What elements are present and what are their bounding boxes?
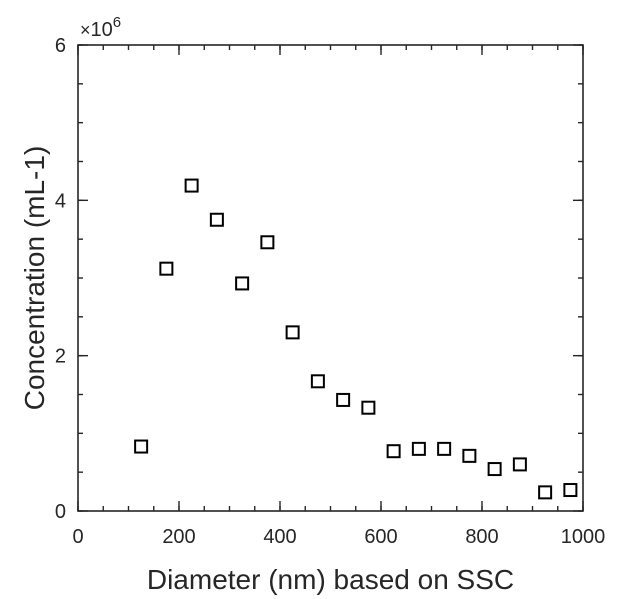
data-point — [411, 441, 426, 456]
plot-frame — [77, 44, 584, 512]
data-point — [184, 178, 199, 193]
data-point — [487, 462, 502, 477]
data-point — [462, 448, 477, 463]
x-tick-label: 200 — [162, 526, 195, 548]
x-tick-label: 600 — [364, 526, 397, 548]
y-tick-label: 6 — [55, 35, 66, 57]
data-point — [336, 392, 351, 407]
data-point — [437, 441, 452, 456]
x-axis-label: Diameter (nm) based on SSC — [147, 564, 514, 595]
y-exponent-base: 10 — [91, 19, 113, 41]
y-axis-label: Concentration (mL-1) — [19, 146, 50, 411]
x-tick-label: 800 — [465, 526, 498, 548]
data-point — [386, 444, 401, 459]
y-tick-label: 0 — [55, 501, 66, 523]
x-tick-label: 400 — [263, 526, 296, 548]
data-point — [512, 457, 527, 472]
data-point — [235, 276, 250, 291]
data-point — [159, 261, 174, 276]
data-point — [285, 325, 300, 340]
data-point — [209, 212, 224, 227]
minor-ticks — [77, 44, 584, 512]
data-point — [260, 235, 275, 250]
x-tick-label: 0 — [72, 526, 83, 548]
data-point — [310, 374, 325, 389]
x-tick-labels: 0 200 400 600 800 1000 — [72, 526, 605, 548]
y-tick-label: 4 — [55, 190, 66, 212]
y-tick-label: 2 — [55, 346, 66, 368]
y-tick-labels: 0 2 4 6 — [55, 35, 66, 523]
x-tick-label: 1000 — [561, 526, 606, 548]
data-point — [563, 483, 578, 498]
y-exponent-prefix: × — [80, 20, 91, 40]
data-point — [538, 485, 553, 500]
y-exponent-power: 6 — [113, 14, 121, 31]
data-point — [361, 400, 376, 415]
y-exponent-label: ×106 — [80, 14, 121, 41]
data-point — [134, 439, 149, 454]
data-points — [134, 178, 578, 500]
major-ticks — [77, 44, 584, 512]
